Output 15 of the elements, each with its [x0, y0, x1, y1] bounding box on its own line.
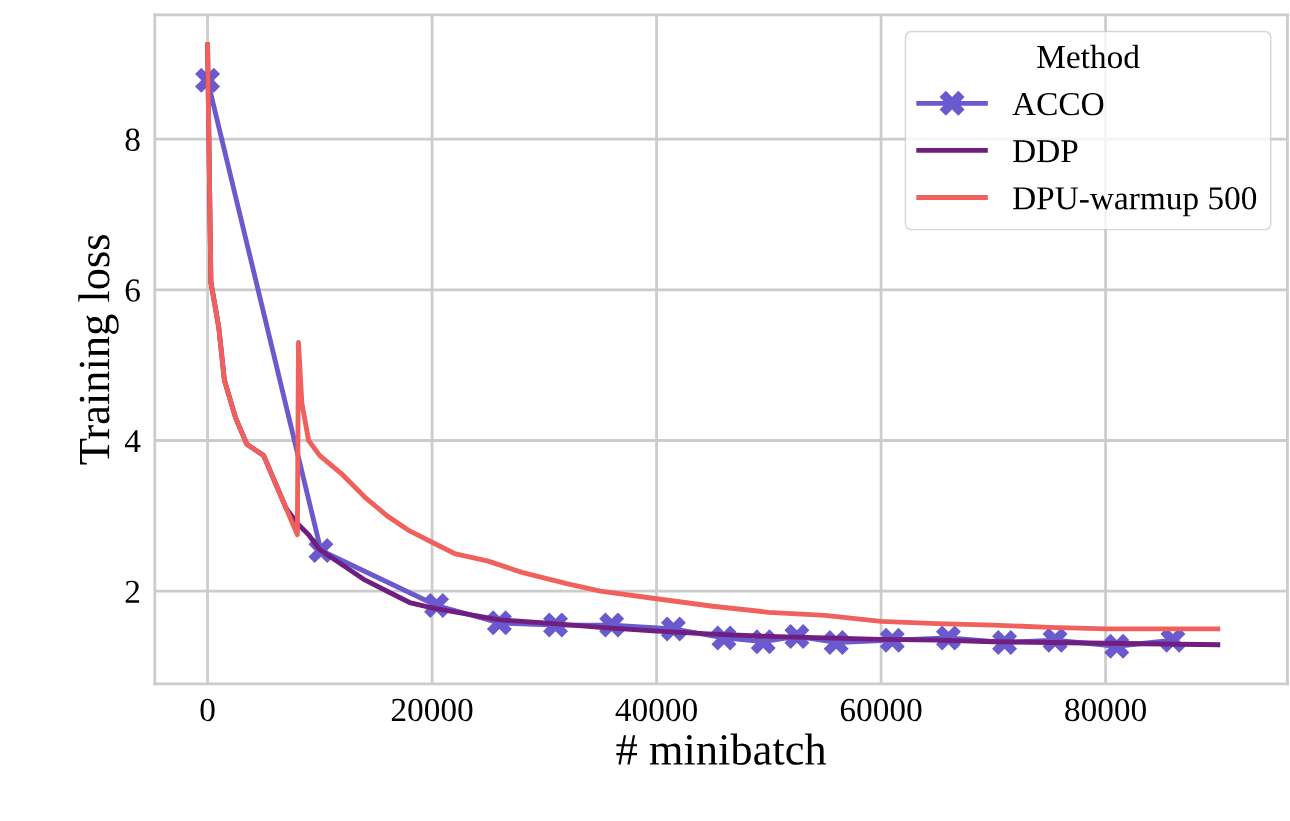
legend-title: Method — [1037, 44, 1140, 69]
y-axis-title: Training loss — [78, 235, 119, 465]
y-tick-label: 4 — [124, 430, 141, 453]
x-tick-label: 60000 — [840, 698, 922, 722]
legend-label: DDP — [1013, 140, 1078, 163]
x-tick-label: 40000 — [615, 698, 697, 722]
x-tick-label: 80000 — [1065, 698, 1146, 722]
x-axis-title: # minibatch — [616, 733, 827, 765]
x-tick-label: 0 — [200, 698, 215, 722]
legend-label: ACCO — [1012, 92, 1104, 116]
y-tick-label: 6 — [125, 279, 140, 302]
legend-label: DPU-warmup 500 — [1013, 187, 1257, 217]
y-tick-label: 8 — [125, 128, 140, 151]
y-tick-label: 2 — [125, 580, 140, 603]
x-tick-label: 20000 — [391, 698, 473, 722]
